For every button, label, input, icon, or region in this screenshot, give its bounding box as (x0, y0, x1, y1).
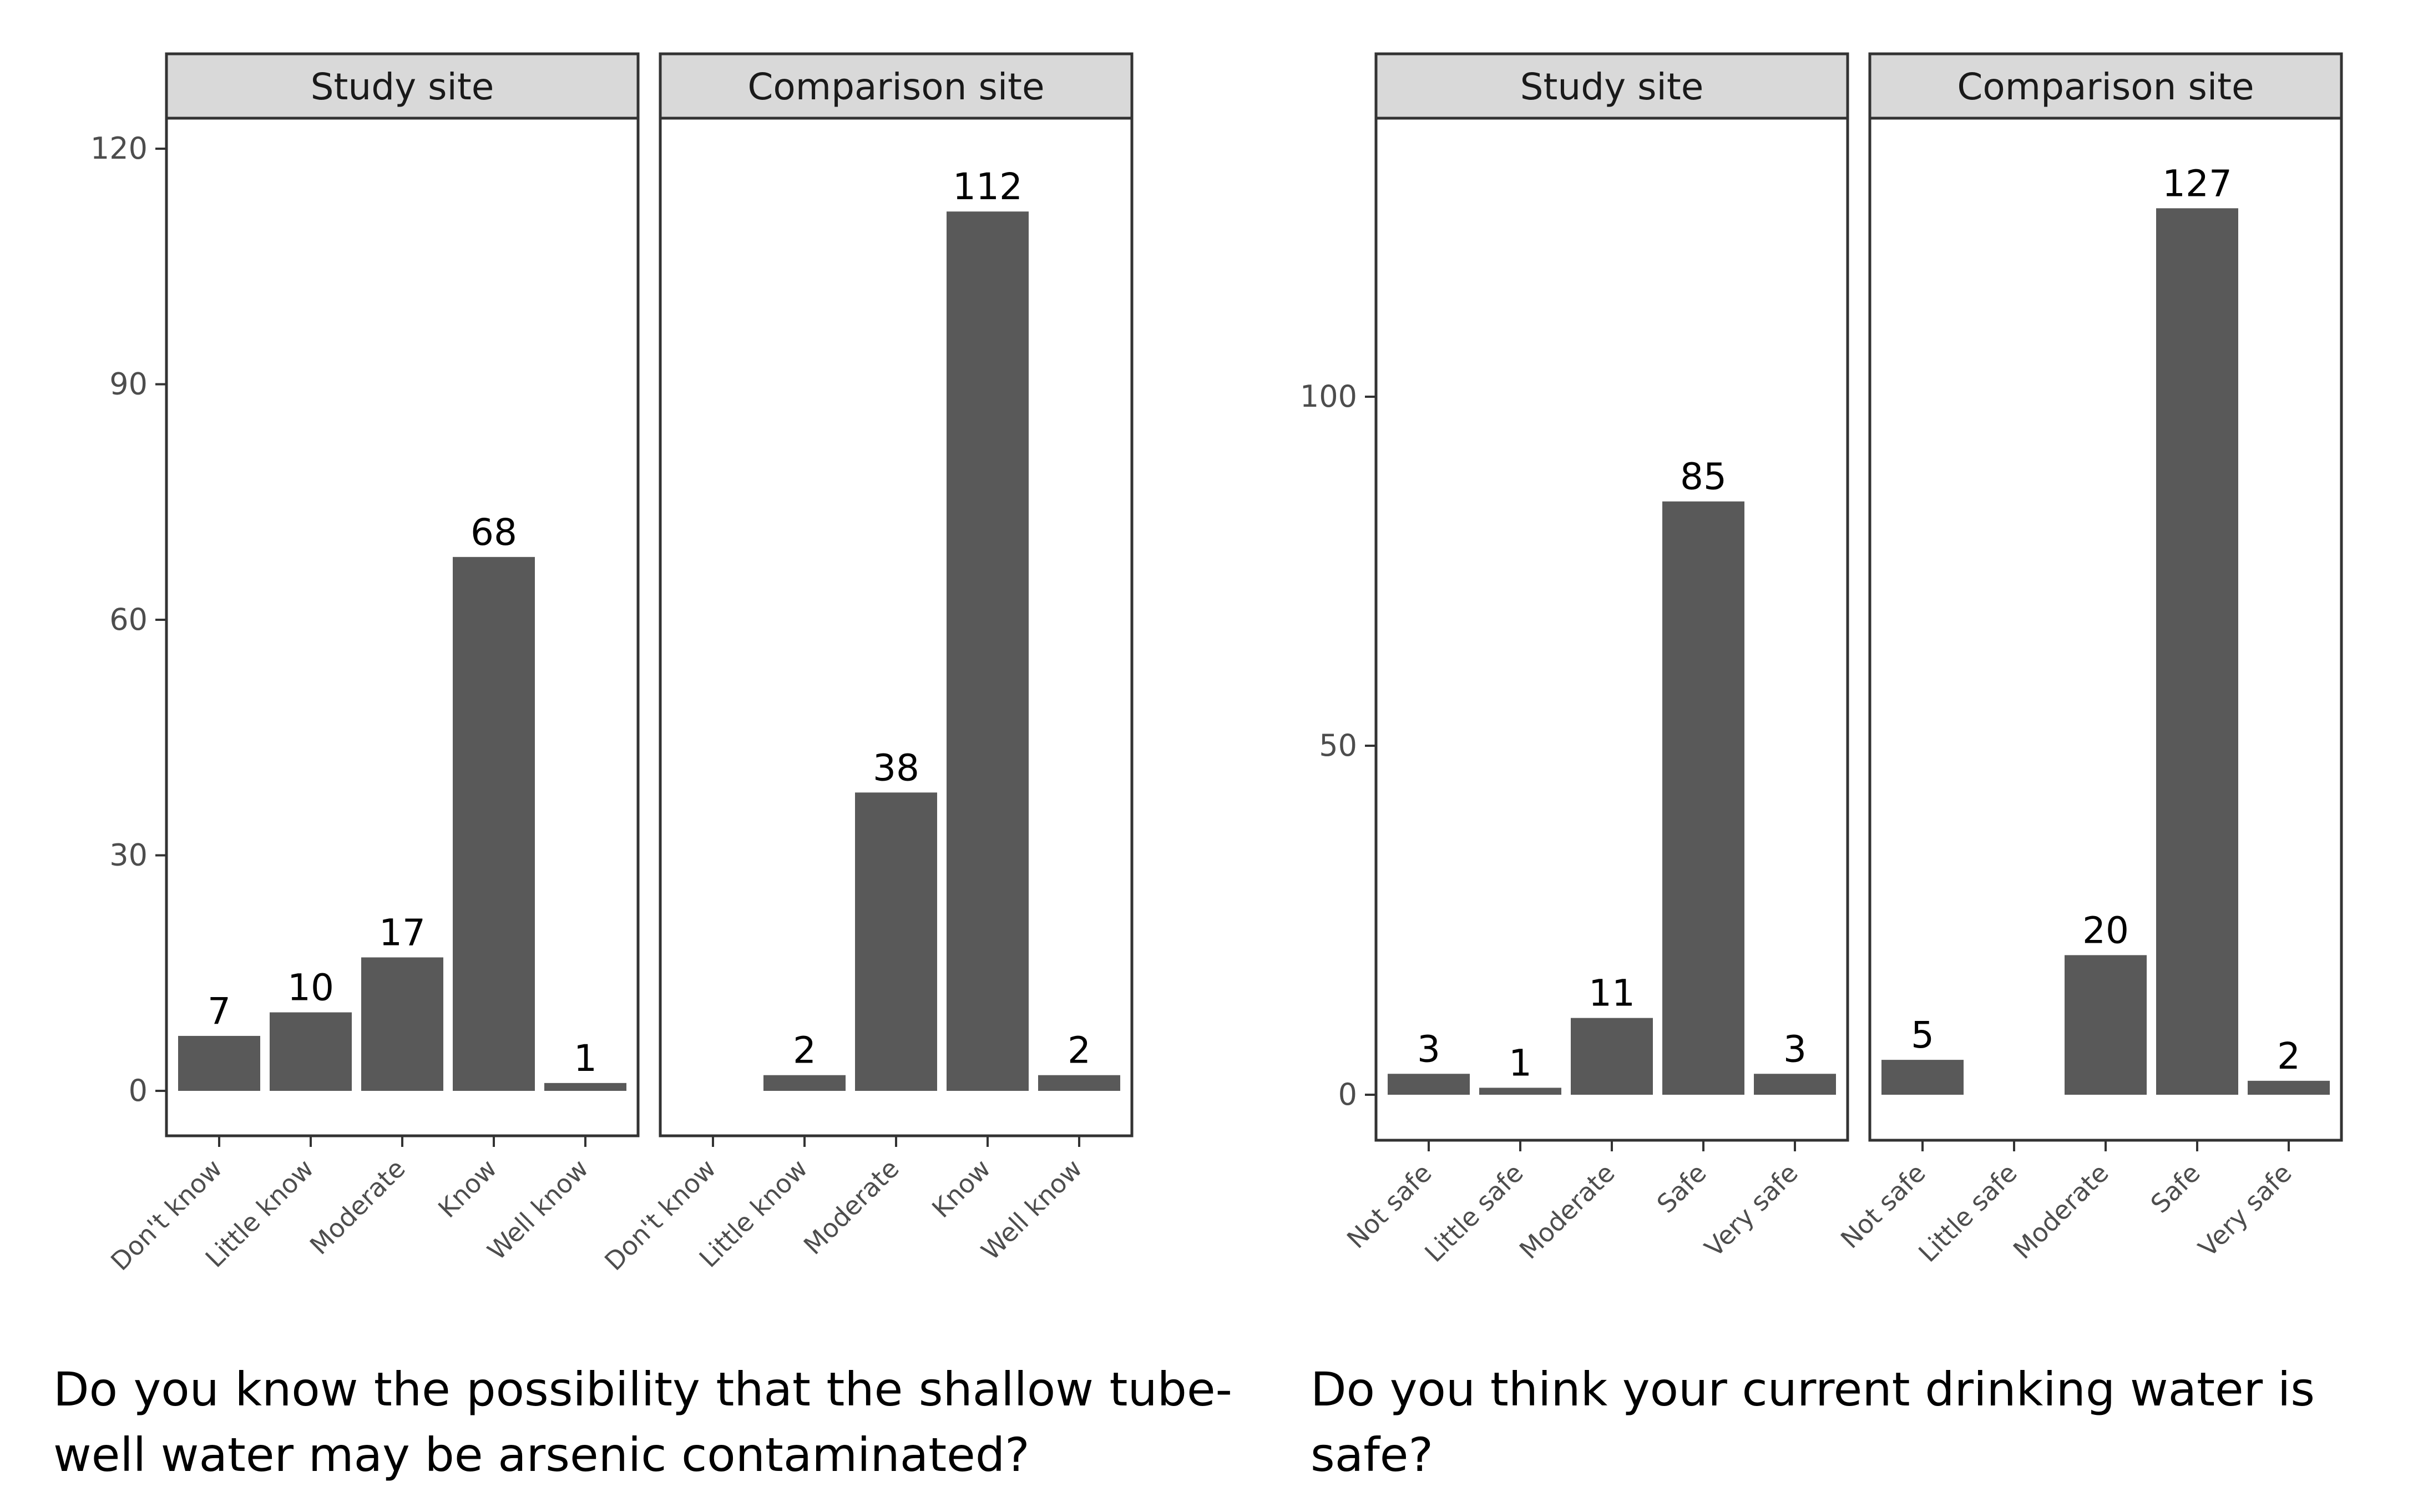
facet-title: Comparison site (747, 65, 1044, 108)
data-label: 3 (1417, 1028, 1440, 1070)
y-tick-label: 100 (1300, 379, 1357, 414)
x-tick-label-well-know: Well know (482, 1154, 594, 1266)
facet-strip (659, 52, 1134, 120)
bar-comparison-site-know (947, 211, 1029, 1091)
data-label: 112 (953, 165, 1023, 208)
bar-comparison-site-well-know (1038, 1075, 1120, 1091)
bar-study-site-moderate (1571, 1018, 1653, 1095)
x-tick-label-moderate: Moderate (304, 1154, 411, 1261)
bar-study-site-little-safe (1479, 1088, 1561, 1095)
data-label: 10 (287, 967, 334, 1009)
chart-2: 0 50 100 Study site Not safe 3 Little safe 1 Mod… (1300, 52, 2343, 1268)
data-label: 2 (2277, 1035, 2300, 1078)
bar-study-site-not-safe (1388, 1074, 1470, 1095)
data-label: 2 (793, 1029, 816, 1072)
y-tick-label: 50 (1319, 728, 1357, 763)
x-tick-label-very-safe: Very safe (1699, 1158, 1804, 1263)
bar-study-site-safe (1662, 501, 1744, 1095)
bar-comparison-site-not-safe (1881, 1060, 1964, 1095)
x-tick-label-very-safe: Very safe (2193, 1158, 2298, 1263)
data-label: 5 (1911, 1014, 1934, 1056)
facet-strip (165, 52, 640, 120)
x-tick-label-know: Know (432, 1154, 503, 1224)
data-label: 20 (2082, 909, 2129, 952)
facet-title: Comparison site (1957, 65, 2254, 108)
bar-comparison-site-safe (2156, 208, 2238, 1095)
data-label: 7 (208, 990, 231, 1033)
bar-study-site-don-t-know (178, 1035, 260, 1091)
caption-safety-question: Do you think your current drinking water… (1311, 1362, 2315, 1482)
x-tick-label-moderate: Moderate (2007, 1158, 2115, 1265)
bar-comparison-site-very-safe (2248, 1080, 2330, 1095)
facet-comparison-site: Comparison site Not safe 5 Little safeModer… (1835, 52, 2343, 1268)
x-tick-label-not-safe: Not safe (1835, 1158, 1931, 1255)
data-label: 3 (1783, 1028, 1807, 1070)
x-tick-label-little-safe: Little safe (1913, 1158, 2023, 1268)
bar-study-site-little-know (270, 1012, 352, 1091)
x-tick-label-not-safe: Not safe (1341, 1158, 1438, 1255)
x-tick-label-little-safe: Little safe (1419, 1158, 1529, 1268)
data-label: 38 (873, 746, 919, 789)
bar-comparison-site-moderate (855, 792, 937, 1091)
y-tick-label: 0 (129, 1073, 148, 1108)
y-tick-label: 0 (1338, 1077, 1357, 1112)
facet-title: Study site (311, 65, 494, 108)
caption-arsenic-question: Do you know the possibility that the sha… (53, 1362, 1232, 1482)
bar-study-site-very-safe (1754, 1074, 1836, 1095)
x-tick-label-moderate: Moderate (1514, 1158, 1621, 1265)
y-tick-label: 30 (109, 838, 148, 873)
bar-study-site-moderate (361, 957, 443, 1091)
x-tick-label-know: Know (926, 1154, 996, 1224)
facet-title: Study site (1520, 65, 1704, 108)
y-tick-label: 120 (90, 131, 148, 166)
data-label: 127 (2162, 162, 2232, 205)
facet-study-site: Study site Not safe 3 Little safe 1 Moderate 1… (1341, 52, 1849, 1268)
facet-strip (1374, 52, 1849, 120)
y-tick-label: 60 (109, 602, 148, 637)
y-tick-label: 90 (109, 367, 148, 402)
data-label: 68 (471, 511, 517, 554)
x-tick-label-safe: Safe (2145, 1158, 2206, 1219)
data-label: 1 (574, 1037, 597, 1080)
bar-study-site-well-know (544, 1083, 626, 1091)
bar-study-site-know (453, 557, 535, 1091)
bar-comparison-site-little-know (763, 1075, 846, 1091)
x-tick-label-moderate: Moderate (798, 1154, 905, 1261)
data-label: 17 (379, 911, 426, 954)
data-label: 2 (1068, 1029, 1091, 1072)
x-tick-label-safe: Safe (1651, 1158, 1712, 1219)
bar-comparison-site-moderate (2065, 955, 2147, 1095)
x-tick-label-well-know: Well know (975, 1154, 1088, 1266)
data-label: 1 (1509, 1041, 1532, 1084)
data-label: 11 (1589, 972, 1635, 1015)
data-label: 85 (1680, 456, 1727, 498)
